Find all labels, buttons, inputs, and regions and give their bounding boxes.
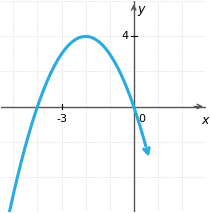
Text: 4: 4	[122, 32, 129, 41]
Text: -3: -3	[56, 114, 67, 124]
Text: x: x	[201, 114, 208, 127]
Text: y: y	[137, 3, 145, 16]
Text: 0: 0	[139, 114, 146, 124]
